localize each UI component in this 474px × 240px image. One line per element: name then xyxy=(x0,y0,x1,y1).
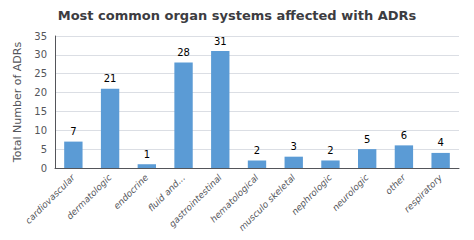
svg-text:Total Number of ADRs: Total Number of ADRs xyxy=(11,42,24,164)
svg-text:2: 2 xyxy=(327,145,333,156)
svg-text:endocrine: endocrine xyxy=(112,172,151,211)
svg-text:neurologic: neurologic xyxy=(330,172,371,213)
svg-text:6: 6 xyxy=(401,130,407,141)
svg-text:21: 21 xyxy=(104,73,117,84)
svg-text:5: 5 xyxy=(41,144,47,155)
svg-text:hematological: hematological xyxy=(208,172,261,225)
svg-text:15: 15 xyxy=(34,106,47,117)
svg-text:cardiovascular: cardiovascular xyxy=(23,172,77,226)
svg-text:30: 30 xyxy=(34,49,47,60)
svg-text:0: 0 xyxy=(41,163,47,174)
svg-text:fluid and...: fluid and... xyxy=(146,172,188,214)
svg-text:31: 31 xyxy=(214,36,227,47)
svg-text:Most common organ systems affe: Most common organ systems affected with … xyxy=(58,8,417,23)
svg-text:20: 20 xyxy=(34,87,47,98)
svg-text:3: 3 xyxy=(291,141,297,152)
svg-text:dermatologic: dermatologic xyxy=(65,172,114,221)
svg-text:35: 35 xyxy=(34,31,47,42)
svg-text:other: other xyxy=(383,172,408,197)
svg-text:nephrologic: nephrologic xyxy=(289,172,334,217)
svg-text:28: 28 xyxy=(177,47,190,58)
svg-text:5: 5 xyxy=(364,134,370,145)
svg-text:25: 25 xyxy=(34,68,47,79)
svg-text:7: 7 xyxy=(70,126,76,137)
svg-text:1: 1 xyxy=(144,149,150,160)
svg-text:10: 10 xyxy=(34,125,47,136)
svg-text:gastrointestinal: gastrointestinal xyxy=(167,172,224,230)
svg-text:2: 2 xyxy=(254,145,260,156)
svg-text:4: 4 xyxy=(437,137,443,148)
svg-text:musculo skeletal: musculo skeletal xyxy=(237,172,298,233)
svg-text:respiratory: respiratory xyxy=(402,172,444,214)
